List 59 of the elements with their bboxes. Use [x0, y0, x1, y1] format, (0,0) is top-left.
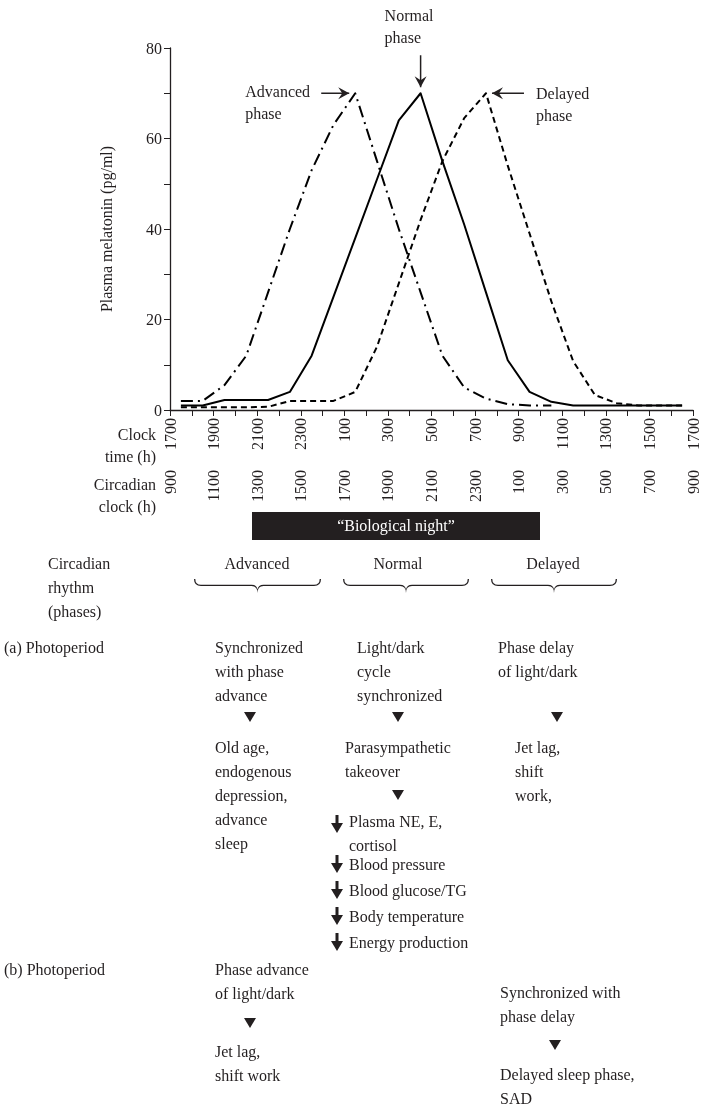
text: Normal phase — [384, 6, 435, 49]
x-tick-label: 1300 — [597, 418, 615, 450]
text: 1300 — [248, 470, 266, 502]
text: Synchronized with phase delay — [500, 983, 622, 1028]
text: Energy production — [349, 933, 470, 954]
text: Plasma NE, E, cortisol — [349, 813, 443, 854]
text: 2300 — [466, 470, 484, 502]
y-tick-label: 80 — [146, 39, 162, 57]
text: Blood pressure — [349, 855, 447, 876]
text: Jet lag, shift work — [215, 1042, 281, 1086]
y-axis-title: Plasma melatonin (pg/ml) — [97, 145, 116, 313]
x-tick-label: 1700 — [161, 418, 179, 450]
text: (a) Photoperiod — [4, 638, 105, 659]
x-tick-label: 1100 — [553, 418, 571, 450]
text: 1700 — [335, 470, 353, 502]
x-tick-label: 300 — [379, 418, 397, 442]
text: Advanced — [223, 554, 291, 574]
y-tick-label: 0 — [154, 401, 162, 419]
x-tick-label: 2100 — [248, 418, 266, 450]
text: Parasympathetic takeover — [345, 738, 452, 782]
x-tick-label: 900 — [510, 418, 528, 442]
text: Phase delay of light/dark — [498, 638, 579, 683]
text: Delayed phase — [535, 84, 591, 127]
text: 1100 — [205, 470, 223, 502]
x-tick-label: 1900 — [205, 418, 223, 450]
text: 100 — [510, 470, 528, 494]
text: Normal — [372, 554, 424, 574]
x-tick-label: 100 — [335, 418, 353, 442]
text: 1900 — [379, 470, 397, 502]
x-tick-label: 2300 — [292, 418, 310, 450]
x2-axis-title: Circadian clock (h) — [92, 475, 156, 518]
series-label: Advanced phase — [245, 82, 312, 125]
x-tick-label: 500 — [423, 418, 440, 442]
text: Light/dark cycle synchronized — [357, 638, 444, 707]
x-axis-title: Clock time (h) — [103, 425, 156, 468]
text: 700 — [640, 470, 658, 494]
y-tick-label: 60 — [146, 130, 162, 147]
x-tick-label: 700 — [466, 418, 484, 442]
text: 1500 — [292, 470, 310, 502]
text: (b) Photoperiod — [4, 960, 106, 981]
text: Jet lag, shift work, — [515, 738, 562, 806]
text: Synchronized with phase advance — [215, 638, 304, 706]
text: 500 — [597, 470, 615, 494]
text: Body temperature — [349, 907, 466, 928]
text: Circadian rhythm (phases) — [48, 554, 112, 623]
text: Phase advance of light/dark — [215, 960, 310, 1005]
text: Blood glucose/TG — [349, 881, 468, 902]
text: 900 — [684, 470, 702, 494]
text: Old age, endogenous depression, advance sleep — [215, 738, 293, 855]
text: 900 — [161, 470, 179, 494]
y-tick-label: 20 — [146, 311, 162, 328]
x-tick-label: 1500 — [640, 418, 658, 450]
banner: “Biological night” — [252, 512, 540, 540]
text: 300 — [553, 470, 571, 494]
text: Delayed sleep phase, SAD — [500, 1065, 636, 1109]
text: Delayed — [525, 554, 581, 575]
x-tick-label: 1700 — [684, 418, 702, 450]
text: 2100 — [423, 470, 440, 502]
y-tick-label: 40 — [146, 220, 162, 238]
